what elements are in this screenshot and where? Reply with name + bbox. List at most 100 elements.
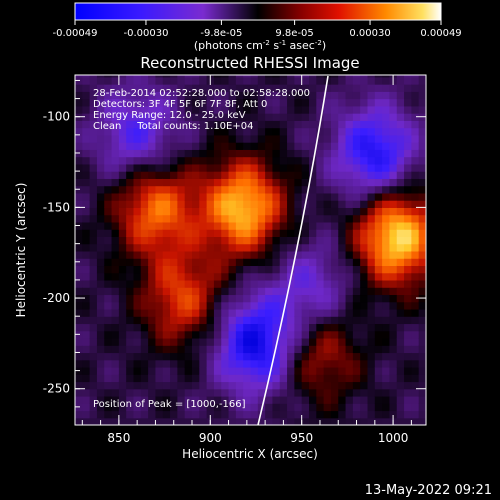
heatmap-cell	[140, 192, 149, 201]
heatmap-cell	[126, 142, 135, 150]
heatmap-cell	[272, 76, 281, 85]
heatmap-cell	[287, 330, 295, 339]
heatmap-cell	[250, 352, 259, 361]
heatmap-cell	[301, 113, 310, 121]
heatmap-cell	[155, 301, 164, 310]
heatmap-cell	[192, 243, 200, 252]
heatmap-cell	[345, 171, 354, 179]
heatmap-cell	[155, 272, 164, 281]
heatmap-cell	[118, 301, 127, 310]
heatmap-cell	[345, 91, 354, 100]
heatmap-cell	[228, 178, 237, 187]
heatmap-cell	[170, 294, 178, 303]
heatmap-cell	[104, 200, 113, 208]
heatmap-cell	[228, 229, 237, 237]
solar-limb-arc	[257, 75, 329, 425]
heatmap-cell	[170, 359, 178, 368]
heatmap-cells	[75, 75, 426, 425]
heatmap-cell	[170, 323, 178, 332]
heatmap-cell	[75, 105, 83, 114]
heatmap-cell	[360, 395, 369, 404]
heatmap-cell	[82, 395, 91, 404]
heatmap-cell	[213, 352, 222, 361]
heatmap-cell	[301, 76, 310, 85]
heatmap-cell	[213, 105, 222, 114]
heatmap-cell	[330, 330, 339, 339]
heatmap-cell	[75, 229, 83, 237]
heatmap-cell	[389, 279, 398, 288]
heatmap-cell	[228, 185, 237, 194]
heatmap-cell	[418, 345, 426, 354]
heatmap-cell	[389, 352, 398, 361]
heatmap-cell	[250, 366, 259, 375]
heatmap-cell	[89, 105, 98, 114]
heatmap-cell	[89, 388, 98, 397]
heatmap-cell	[213, 395, 222, 404]
heatmap-cell	[323, 142, 332, 150]
heatmap-cell	[272, 258, 281, 267]
heatmap-cell	[140, 91, 149, 100]
heatmap-cell	[301, 105, 310, 114]
heatmap-cell	[279, 200, 288, 208]
plot-area: 850 900 950 1000-100-150-200-250 28-Feb-201…	[43, 74, 427, 445]
heatmap-cell	[177, 84, 186, 92]
heatmap-cell	[338, 214, 347, 223]
heatmap-cell	[345, 163, 354, 172]
heatmap-cell	[75, 163, 83, 172]
heatmap-cell	[104, 120, 113, 129]
heatmap-cell	[360, 352, 369, 361]
heatmap-cell	[294, 381, 303, 390]
heatmap-cell	[330, 207, 339, 216]
heatmap-cell	[330, 84, 339, 92]
heatmap-cell	[206, 113, 215, 121]
heatmap-cell	[279, 214, 288, 223]
heatmap-cell	[382, 192, 391, 201]
heatmap-cell	[140, 250, 149, 259]
heatmap-cell	[330, 134, 339, 143]
heatmap-cell	[352, 127, 361, 136]
heatmap-cell	[162, 221, 171, 230]
heatmap-cell	[389, 366, 398, 375]
heatmap-cell	[287, 178, 295, 187]
heatmap-cell	[75, 417, 83, 425]
heatmap-cell	[367, 330, 376, 339]
heatmap-cell	[316, 301, 325, 310]
heatmap-cell	[82, 258, 91, 267]
heatmap-cell	[75, 200, 83, 208]
heatmap-cell	[404, 316, 412, 325]
heatmap-cell	[221, 287, 230, 296]
heatmap-cell	[338, 120, 347, 129]
heatmap-cell	[96, 359, 105, 368]
heatmap-cell	[162, 258, 171, 267]
heatmap-cell	[389, 91, 398, 100]
heatmap-cell	[96, 301, 105, 310]
axis-ticks: 850 900 950 1000-100-150-200-250	[43, 75, 426, 445]
heatmap-cell	[75, 243, 83, 252]
heatmap-cell	[75, 127, 83, 136]
heatmap-cell	[96, 105, 105, 114]
heatmap-cell	[367, 287, 376, 296]
heatmap-cell	[184, 330, 193, 339]
heatmap-cell	[411, 207, 420, 216]
heatmap-cell	[89, 308, 98, 317]
heatmap-cell	[272, 98, 281, 107]
heatmap-cell	[235, 359, 244, 368]
heatmap-cell	[250, 272, 259, 281]
heatmap-cell	[206, 156, 215, 165]
heatmap-cell	[338, 127, 347, 136]
heatmap-cell	[309, 229, 317, 237]
heatmap-cell	[118, 359, 127, 368]
heatmap-cell	[162, 359, 171, 368]
heatmap-cell	[148, 171, 157, 179]
heatmap-cell	[352, 156, 361, 165]
heatmap-cell	[345, 76, 354, 85]
heatmap-cell	[140, 403, 149, 412]
heatmap-cell	[155, 323, 164, 332]
heatmap-cell	[235, 323, 244, 332]
heatmap-cell	[250, 403, 259, 412]
heatmap-cell	[126, 330, 135, 339]
heatmap-cell	[338, 403, 347, 412]
heatmap-cell	[89, 410, 98, 419]
heatmap-cell	[213, 403, 222, 412]
heatmap-cell	[309, 381, 317, 390]
